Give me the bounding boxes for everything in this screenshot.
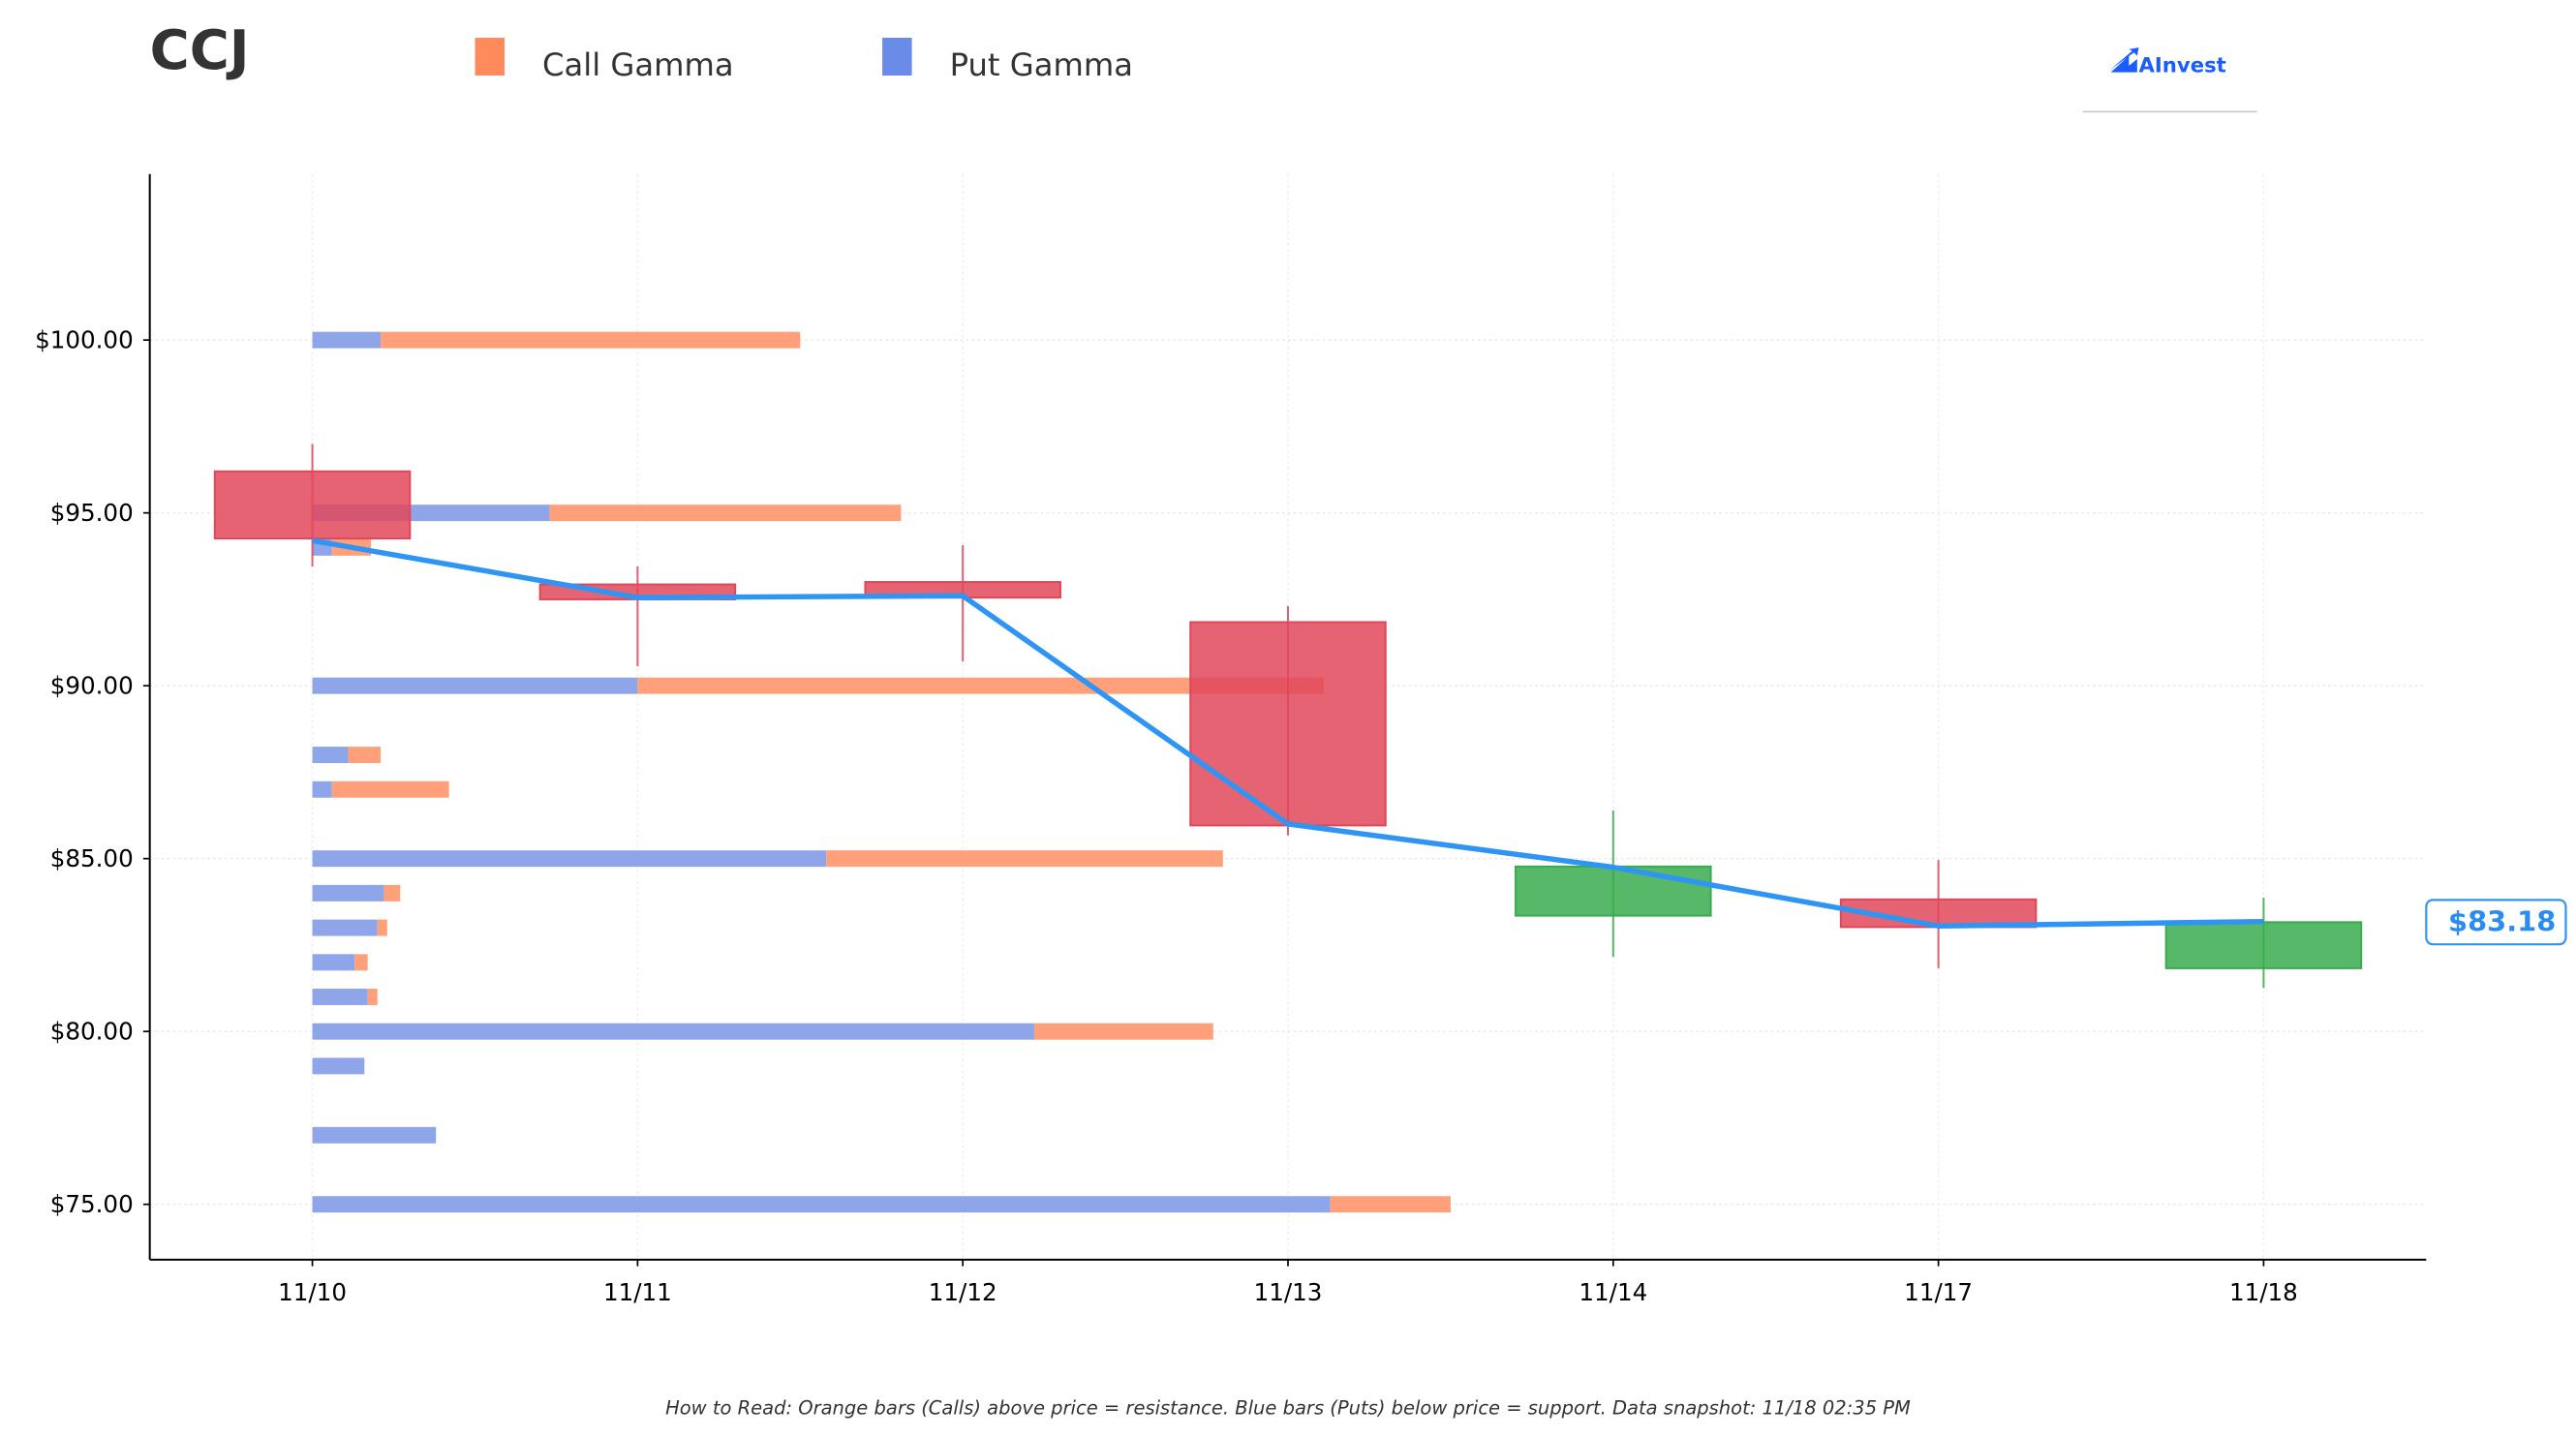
y-tick-label: $75.00 <box>50 1190 134 1218</box>
legend-put-label: Put Gamma <box>950 46 1133 83</box>
ainvest-logo: AInvest <box>2082 47 2257 113</box>
candle-body <box>213 470 412 540</box>
last-price-label: $83.18 <box>2448 905 2556 938</box>
call-gamma-bar <box>383 884 401 902</box>
y-tick-label: $80.00 <box>50 1018 134 1046</box>
x-tick-label: 11/17 <box>1904 1278 1973 1306</box>
call-gamma-bar <box>348 747 382 764</box>
ticker-title: CCJ <box>150 19 250 82</box>
y-tick-label: $90.00 <box>50 672 134 700</box>
tick-labels: $75.00 $80.00 $85.00 $90.00 $95.00 $100.00 11/… <box>35 326 2298 1307</box>
x-tick-label: 11/13 <box>1254 1278 1323 1306</box>
put-gamma-bar <box>312 747 349 764</box>
put-gamma-bar <box>312 780 332 798</box>
put-gamma-bar <box>312 919 378 936</box>
legend-put-swatch <box>882 38 912 76</box>
put-gamma-bar <box>312 1196 1331 1213</box>
put-gamma-bar <box>312 1023 1035 1040</box>
candle-body <box>2164 921 2363 969</box>
y-tick-label: $100.00 <box>35 326 134 354</box>
put-gamma-bar <box>312 989 368 1005</box>
put-gamma-bar <box>312 1126 437 1144</box>
price-line-group <box>312 537 2264 930</box>
x-tick-label: 11/10 <box>278 1278 347 1306</box>
last-price-badge: $83.18 <box>2425 899 2567 946</box>
logo-text: AInvest <box>2139 53 2226 77</box>
call-gamma-bar <box>354 954 368 971</box>
put-gamma-bar <box>312 677 638 694</box>
legend: Call Gamma Put Gamma <box>475 38 1133 83</box>
call-gamma-bar <box>1034 1023 1213 1040</box>
y-tick-label: $95.00 <box>50 499 134 527</box>
price-line <box>312 537 2264 930</box>
candle-body <box>1515 865 1712 917</box>
put-gamma-bar <box>312 954 355 971</box>
call-gamma-bar <box>367 989 378 1005</box>
footer-note: How to Read: Orange bars (Calls) above p… <box>665 1396 1911 1419</box>
call-gamma-bar <box>549 504 902 522</box>
call-gamma-bar <box>1330 1196 1451 1213</box>
x-tick-label: 11/12 <box>929 1278 997 1306</box>
call-gamma-bar <box>331 780 449 798</box>
legend-call-label: Call Gamma <box>542 46 734 83</box>
put-gamma-bar <box>312 331 382 349</box>
candle-body <box>1189 621 1387 827</box>
logo-chart-icon <box>2109 47 2139 73</box>
x-tick-label: 11/18 <box>2229 1278 2298 1306</box>
y-tick-label: $85.00 <box>50 844 134 872</box>
x-tick-label: 11/14 <box>1579 1278 1647 1306</box>
call-gamma-bar <box>826 850 1223 868</box>
put-gamma-bar <box>312 850 827 868</box>
last-price-box <box>2425 899 2567 946</box>
call-gamma-bar <box>381 331 801 349</box>
call-gamma-bar <box>377 919 387 936</box>
put-gamma-bar <box>312 1057 365 1075</box>
legend-call-swatch <box>475 38 506 76</box>
call-gamma-bar <box>637 677 1324 694</box>
put-gamma-bar <box>312 884 384 902</box>
x-tick-label: 11/11 <box>603 1278 672 1306</box>
